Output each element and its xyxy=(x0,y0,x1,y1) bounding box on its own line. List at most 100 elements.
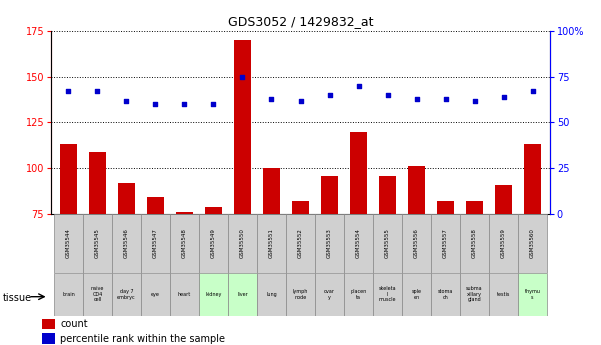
Point xyxy=(441,96,450,101)
Point xyxy=(237,74,247,80)
Bar xyxy=(350,131,367,345)
Bar xyxy=(141,273,170,316)
Bar xyxy=(379,176,396,345)
Bar xyxy=(524,145,542,345)
Bar xyxy=(83,214,112,273)
Bar xyxy=(344,273,373,316)
Bar xyxy=(466,201,483,345)
Bar xyxy=(321,176,338,345)
Text: GSM35551: GSM35551 xyxy=(269,228,274,258)
Bar xyxy=(431,214,460,273)
Point xyxy=(528,89,537,94)
Bar xyxy=(234,40,251,345)
Bar xyxy=(518,273,547,316)
Text: GSM35553: GSM35553 xyxy=(327,228,332,258)
Text: stoma
ch: stoma ch xyxy=(438,289,453,299)
Bar xyxy=(257,214,286,273)
Bar xyxy=(315,214,344,273)
Text: thymu
s: thymu s xyxy=(525,289,540,299)
Point xyxy=(64,89,73,94)
Bar xyxy=(489,214,518,273)
Point xyxy=(470,98,480,103)
Text: GSM35548: GSM35548 xyxy=(182,228,187,258)
Point xyxy=(267,96,276,101)
Text: naive
CD4
cell: naive CD4 cell xyxy=(91,286,104,303)
Title: GDS3052 / 1429832_at: GDS3052 / 1429832_at xyxy=(228,16,373,29)
Bar xyxy=(54,273,83,316)
Text: percentile rank within the sample: percentile rank within the sample xyxy=(60,334,225,344)
Bar xyxy=(59,145,77,345)
Text: GSM35554: GSM35554 xyxy=(356,228,361,258)
Bar xyxy=(170,273,199,316)
Point xyxy=(354,83,364,89)
Bar xyxy=(89,152,106,345)
Text: lymph
node: lymph node xyxy=(293,289,308,299)
Text: GSM35546: GSM35546 xyxy=(124,228,129,258)
Text: GSM35550: GSM35550 xyxy=(240,228,245,258)
Point xyxy=(209,101,218,107)
Bar xyxy=(431,273,460,316)
Bar xyxy=(118,183,135,345)
Bar xyxy=(257,273,286,316)
Text: testis: testis xyxy=(497,292,510,297)
Bar xyxy=(460,273,489,316)
Bar xyxy=(437,201,454,345)
Text: skeleta
l
muscle: skeleta l muscle xyxy=(379,286,396,303)
Bar xyxy=(292,201,309,345)
Bar xyxy=(518,214,547,273)
Text: ovar
y: ovar y xyxy=(324,289,335,299)
Bar xyxy=(42,333,55,344)
Text: count: count xyxy=(60,319,88,329)
Text: GSM35556: GSM35556 xyxy=(414,228,419,258)
Text: tissue: tissue xyxy=(3,294,32,303)
Bar xyxy=(408,166,426,345)
Bar xyxy=(112,273,141,316)
Bar xyxy=(170,214,199,273)
Bar xyxy=(344,214,373,273)
Bar xyxy=(228,214,257,273)
Text: kidney: kidney xyxy=(206,292,222,297)
Bar xyxy=(402,214,431,273)
Point xyxy=(412,96,421,101)
Bar xyxy=(176,212,193,345)
Bar xyxy=(112,214,141,273)
Text: GSM35559: GSM35559 xyxy=(501,228,506,258)
Text: GSM35549: GSM35549 xyxy=(211,228,216,258)
Bar xyxy=(199,273,228,316)
Text: GSM35545: GSM35545 xyxy=(95,228,100,258)
Point xyxy=(151,101,160,107)
Point xyxy=(180,101,189,107)
Point xyxy=(499,94,508,100)
Bar xyxy=(228,273,257,316)
Text: liver: liver xyxy=(237,292,248,297)
Bar xyxy=(460,214,489,273)
Bar xyxy=(286,214,315,273)
Bar xyxy=(373,273,402,316)
Text: lung: lung xyxy=(266,292,277,297)
Point xyxy=(325,92,334,98)
Bar xyxy=(141,214,170,273)
Bar xyxy=(373,214,402,273)
Text: placen
ta: placen ta xyxy=(350,289,367,299)
Text: GSM35557: GSM35557 xyxy=(443,228,448,258)
Text: GSM35560: GSM35560 xyxy=(530,228,535,258)
Bar xyxy=(147,197,164,345)
Bar xyxy=(42,319,55,329)
Text: GSM35555: GSM35555 xyxy=(385,228,390,258)
Bar xyxy=(402,273,431,316)
Bar xyxy=(83,273,112,316)
Text: sple
en: sple en xyxy=(412,289,421,299)
Bar xyxy=(199,214,228,273)
Bar xyxy=(489,273,518,316)
Text: day 7
embryc: day 7 embryc xyxy=(117,289,136,299)
Bar xyxy=(54,214,83,273)
Point xyxy=(121,98,131,103)
Text: GSM35552: GSM35552 xyxy=(298,228,303,258)
Text: subma
xillary
gland: subma xillary gland xyxy=(466,286,483,303)
Bar xyxy=(263,168,280,345)
Text: GSM35544: GSM35544 xyxy=(66,228,71,258)
Bar xyxy=(205,207,222,345)
Text: GSM35558: GSM35558 xyxy=(472,228,477,258)
Bar xyxy=(495,185,512,345)
Bar xyxy=(315,273,344,316)
